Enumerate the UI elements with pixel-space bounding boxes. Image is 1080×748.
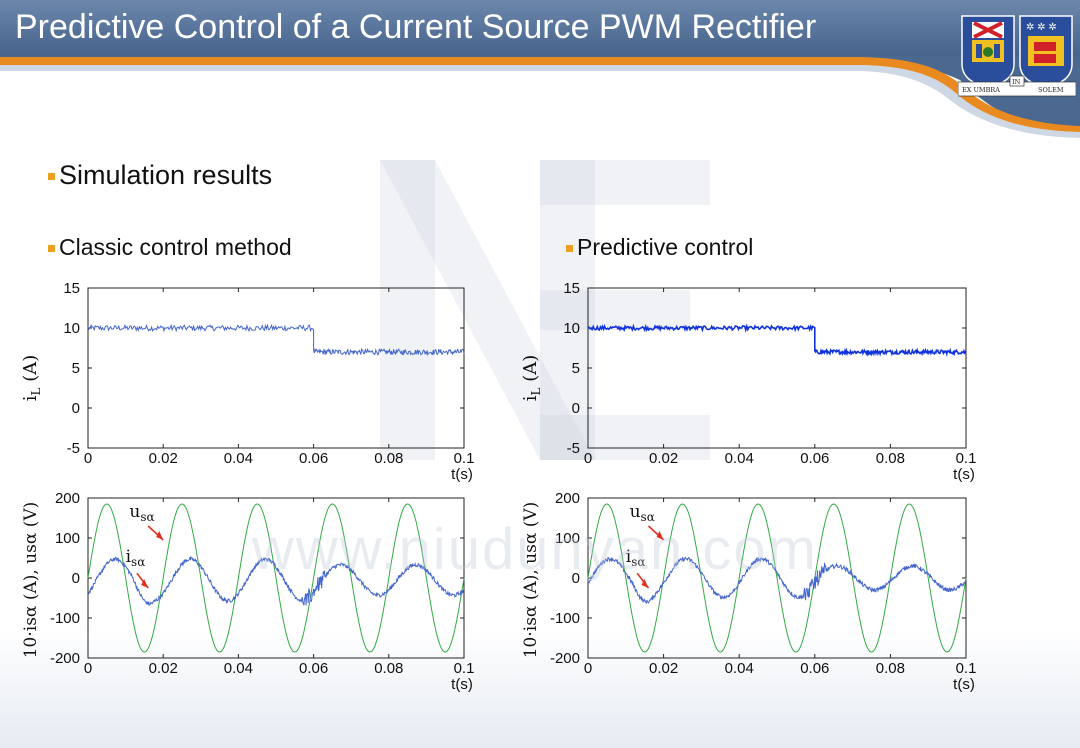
x-tick-label: 0.06	[800, 660, 829, 677]
title-bar	[0, 0, 1080, 56]
y-tick-label: 0	[572, 400, 580, 417]
y-tick-label: 100	[555, 530, 580, 547]
x-tick-label: 0	[584, 450, 592, 467]
section-heading-text: Simulation results	[59, 160, 273, 190]
y-tick-label: 100	[55, 530, 80, 547]
y-tick-label: -5	[567, 440, 580, 457]
y-tick-label: 0	[572, 570, 580, 587]
y-tick-label: -100	[50, 610, 80, 627]
x-tick-label: 0.08	[374, 660, 403, 677]
x-tick-label: 0.1	[956, 660, 977, 677]
y-tick-label: 15	[63, 280, 80, 297]
y-tick-label: 5	[572, 360, 580, 377]
y-axis-label: 10·isα (A), usα (V)	[521, 502, 541, 659]
y-axis-label: iL (A)	[20, 355, 43, 402]
left-heading: Classic control method	[48, 234, 292, 261]
annotation-arrow-head	[641, 579, 649, 588]
x-tick-label: 0.02	[149, 450, 178, 467]
y-axis-label: 10·isα (A), usα (V)	[21, 502, 41, 659]
annotation-usa: usα	[129, 502, 154, 524]
annotation-arrow-head	[156, 531, 164, 540]
x-tick-label: 0.02	[649, 660, 678, 677]
y-tick-label: -200	[50, 650, 80, 667]
x-tick-label: 0.04	[725, 660, 754, 677]
section-heading: Simulation results	[48, 160, 272, 191]
x-tick-label: 0	[584, 660, 592, 677]
series-line-iL	[587, 323, 967, 358]
right-heading: Predictive control	[566, 234, 753, 261]
left-heading-text: Classic control method	[59, 234, 292, 260]
y-tick-label: 5	[72, 360, 80, 377]
y-tick-label: -100	[550, 610, 580, 627]
x-tick-label: 0.02	[149, 660, 178, 677]
logo-banner-left: EX UMBRA	[962, 86, 1000, 94]
x-tick-label: 0.04	[224, 660, 253, 677]
x-tick-label: 0.02	[649, 450, 678, 467]
series-line-isa	[587, 556, 967, 604]
watermark-url: www.niudunyan.com	[252, 517, 818, 582]
x-axis-label: t(s)	[953, 676, 975, 693]
x-tick-label: 0	[84, 660, 92, 677]
bullet-icon	[48, 245, 55, 253]
y-tick-label: 200	[55, 490, 80, 507]
university-crest-logo: ✲ ✲ ✲ EX UMBRA IN SOLEM	[958, 15, 1076, 97]
x-tick-label: 0.08	[876, 450, 905, 467]
plot-frame	[587, 287, 967, 449]
chart-classic-ac-waveforms: 0 0.02 0.04 0.06 0.08 0.1 200 100 0 -100 -200 t(s) 1…	[21, 490, 475, 693]
annotation-arrow-head	[141, 579, 149, 588]
y-tick-label: 0	[72, 570, 80, 587]
logo-banner-mid: IN	[1012, 78, 1021, 86]
y-tick-label: 200	[555, 490, 580, 507]
annotation-arrow-head	[656, 531, 664, 540]
y-tick-label: -5	[67, 440, 80, 457]
bullet-icon	[48, 173, 55, 181]
x-tick-label: 0.1	[454, 660, 475, 677]
x-tick-label: 0.06	[800, 450, 829, 467]
x-tick-label: 0.06	[299, 660, 328, 677]
y-axis-label: iL (A)	[520, 355, 543, 402]
slide-title: Predictive Control of a Current Source P…	[15, 8, 817, 46]
x-axis-label: t(s)	[451, 466, 473, 483]
right-heading-text: Predictive control	[577, 234, 754, 260]
x-tick-label: 0.08	[876, 660, 905, 677]
x-tick-label: 0	[84, 450, 92, 467]
chart-predictive-ac-waveforms: 0 0.02 0.04 0.06 0.08 0.1 200 100 0 -100 -200 t(s) 1…	[521, 490, 977, 693]
y-tick-label: 10	[63, 320, 80, 337]
y-tick-label: 10	[563, 320, 580, 337]
x-tick-label: 0.1	[454, 450, 475, 467]
x-tick-label: 0.04	[224, 450, 253, 467]
x-axis-label: t(s)	[953, 466, 975, 483]
series-line-isa	[87, 555, 465, 607]
series-line-usa	[587, 503, 967, 653]
y-tick-label: 15	[563, 280, 580, 297]
y-tick-label: -200	[550, 650, 580, 667]
logo-banner-right: SOLEM	[1038, 86, 1064, 94]
x-axis-label: t(s)	[451, 676, 473, 693]
annotation-isa: isα	[126, 547, 146, 569]
bullet-icon	[566, 245, 573, 253]
plot-frame	[87, 287, 465, 449]
x-tick-label: 0.04	[725, 450, 754, 467]
watermark-logo	[380, 160, 710, 460]
annotation-isa: isα	[626, 547, 646, 569]
x-tick-label: 0.08	[374, 450, 403, 467]
x-tick-label: 0.1	[956, 450, 977, 467]
svg-text:✲ ✲ ✲: ✲ ✲ ✲	[1026, 22, 1057, 33]
x-tick-label: 0.06	[299, 450, 328, 467]
y-tick-label: 0	[72, 400, 80, 417]
annotation-usa: usα	[630, 502, 655, 524]
series-line-iL	[87, 323, 465, 357]
series-line-usa	[87, 503, 465, 653]
